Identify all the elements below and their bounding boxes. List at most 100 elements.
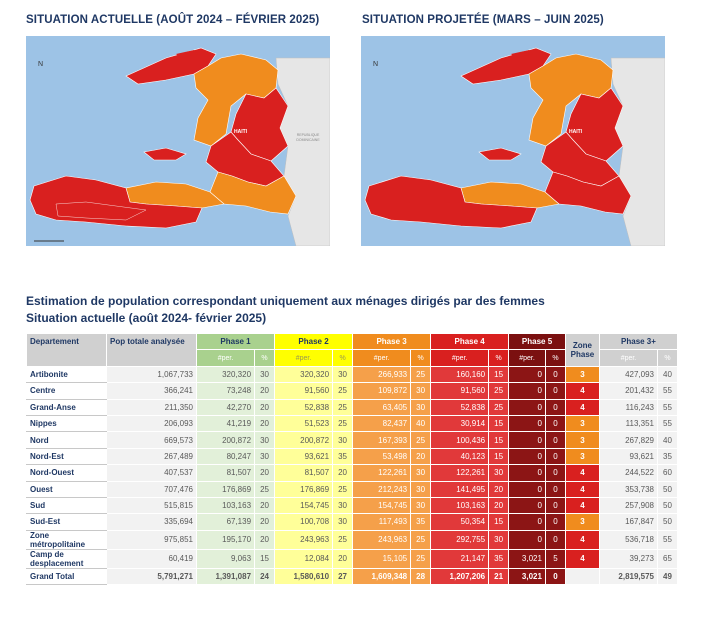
cell-pop: 669,573: [106, 431, 197, 449]
cell-p2p: 25: [332, 398, 354, 416]
cell-p3plus: 113,351: [598, 414, 659, 433]
cell-p4: 122,261: [430, 464, 490, 482]
cell-p4p: 20: [488, 480, 510, 498]
cell-p1p: 20: [254, 414, 276, 433]
cell-p1p: 30: [254, 447, 276, 466]
cell-p4: 21,147: [430, 548, 490, 569]
cell-p2p: 20: [332, 464, 354, 482]
cell-p3p: 30: [410, 480, 432, 498]
cell-p3: 243,963: [352, 529, 412, 550]
map-projected: HAITI N: [361, 36, 665, 246]
table-title: Estimation de population correspondant u…: [26, 294, 545, 308]
cell-p3: 109,872: [352, 382, 412, 400]
sub-pct: %: [544, 349, 566, 367]
table-row: Nord 669,573 200,872 30 200,872 30 167,393 25 10…: [26, 431, 678, 449]
cell-pop: 515,815: [106, 496, 197, 515]
cell-dept: Sud-Est: [26, 513, 107, 531]
cell-p4p: 21: [488, 567, 510, 586]
cell-p4p: 25: [488, 382, 510, 400]
cell-p3plusp: 50: [657, 513, 678, 531]
cell-p5: 0: [508, 496, 546, 515]
cell-p2: 93,621: [274, 447, 334, 466]
sub-per: #per.: [430, 349, 490, 367]
cell-p3: 212,243: [352, 480, 412, 498]
cell-p3p: 25: [410, 365, 432, 384]
cell-p1: 103,163: [195, 496, 256, 515]
cell-pop: 5,791,271: [106, 567, 197, 586]
cell-p3: 15,105: [352, 548, 412, 569]
sub-pct: %: [254, 349, 276, 367]
cell-zone: 3: [564, 365, 600, 384]
cell-p1p: 20: [254, 464, 276, 482]
cell-zone: 4: [564, 464, 600, 482]
country-label: HAITI: [234, 129, 248, 135]
cell-p4p: 30: [488, 464, 510, 482]
cell-pop: 335,694: [106, 513, 197, 531]
cell-dept: Nord-Ouest: [26, 464, 107, 482]
cell-p5: 0: [508, 447, 546, 466]
cell-p3: 82,437: [352, 414, 412, 433]
table-row: Grand-Anse 211,350 42,270 20 52,838 25 63,405 3…: [26, 398, 678, 416]
cell-p1: 81,507: [195, 464, 256, 482]
cell-p1p: 20: [254, 398, 276, 416]
cell-p3p: 25: [410, 548, 432, 569]
cell-p2: 91,560: [274, 382, 334, 400]
cell-p1p: 15: [254, 548, 276, 569]
cell-p1: 73,248: [195, 382, 256, 400]
cell-p3: 154,745: [352, 496, 412, 515]
cell-p4: 91,560: [430, 382, 490, 400]
cell-p3plusp: 49: [657, 567, 678, 586]
cell-p2: 243,963: [274, 529, 334, 550]
cell-p1p: 20: [254, 382, 276, 400]
cell-zone: 4: [564, 480, 600, 498]
cell-p2p: 25: [332, 529, 354, 550]
cell-p3plusp: 55: [657, 382, 678, 400]
table-row: Nippes 206,093 41,219 20 51,523 25 82,437 40 30,…: [26, 414, 678, 433]
cell-p5: 0: [508, 480, 546, 498]
header-phase4: Phase 4: [430, 332, 510, 351]
header-phase5: Phase 5: [508, 332, 566, 351]
cell-dept: Artibonite: [26, 365, 107, 384]
cell-p5p: 0: [544, 365, 566, 384]
cell-zone: 4: [564, 548, 600, 569]
cell-p3p: 30: [410, 464, 432, 482]
cell-p2p: 30: [332, 513, 354, 531]
cell-zone: 3: [564, 414, 600, 433]
cell-p1: 320,320: [195, 365, 256, 384]
cell-p5p: 0: [544, 567, 566, 586]
cell-p3: 117,493: [352, 513, 412, 531]
sub-pct: %: [410, 349, 432, 367]
cell-pop: 407,537: [106, 464, 197, 482]
cell-p4p: 20: [488, 496, 510, 515]
cell-p1: 200,872: [195, 431, 256, 449]
cell-zone: 3: [564, 513, 600, 531]
cell-dept: Grand Total: [26, 567, 107, 586]
cell-p4p: 35: [488, 548, 510, 569]
cell-p3plus: 536,718: [598, 529, 659, 550]
cell-p2: 81,507: [274, 464, 334, 482]
cell-p3plus: 116,243: [598, 398, 659, 416]
cell-p4: 100,436: [430, 431, 490, 449]
svg-text:N: N: [373, 61, 378, 68]
cell-p3plusp: 50: [657, 496, 678, 515]
cell-p2p: 25: [332, 382, 354, 400]
cell-zone: 4: [564, 529, 600, 550]
cell-p5: 0: [508, 414, 546, 433]
sub-pct: %: [657, 349, 678, 367]
cell-p3plusp: 65: [657, 548, 678, 569]
cell-p3plus: 201,432: [598, 382, 659, 400]
cell-pop: 707,476: [106, 480, 197, 498]
cell-pop: 211,350: [106, 398, 197, 416]
cell-p1: 195,170: [195, 529, 256, 550]
cell-p4: 52,838: [430, 398, 490, 416]
cell-p1: 41,219: [195, 414, 256, 433]
cell-p3plusp: 50: [657, 480, 678, 498]
cell-zone: 4: [564, 496, 600, 515]
cell-p3: 63,405: [352, 398, 412, 416]
header-departement: Departement: [26, 333, 107, 367]
cell-p3: 266,933: [352, 365, 412, 384]
cell-pop: 267,489: [106, 447, 197, 466]
cell-dept: Camp de desplacement: [26, 548, 107, 569]
table-row: Zone métropolitaine 975,851 195,170 20 243,9…: [26, 529, 678, 550]
population-table: Departement Pop totale analysée Phase 1 …: [26, 332, 679, 586]
